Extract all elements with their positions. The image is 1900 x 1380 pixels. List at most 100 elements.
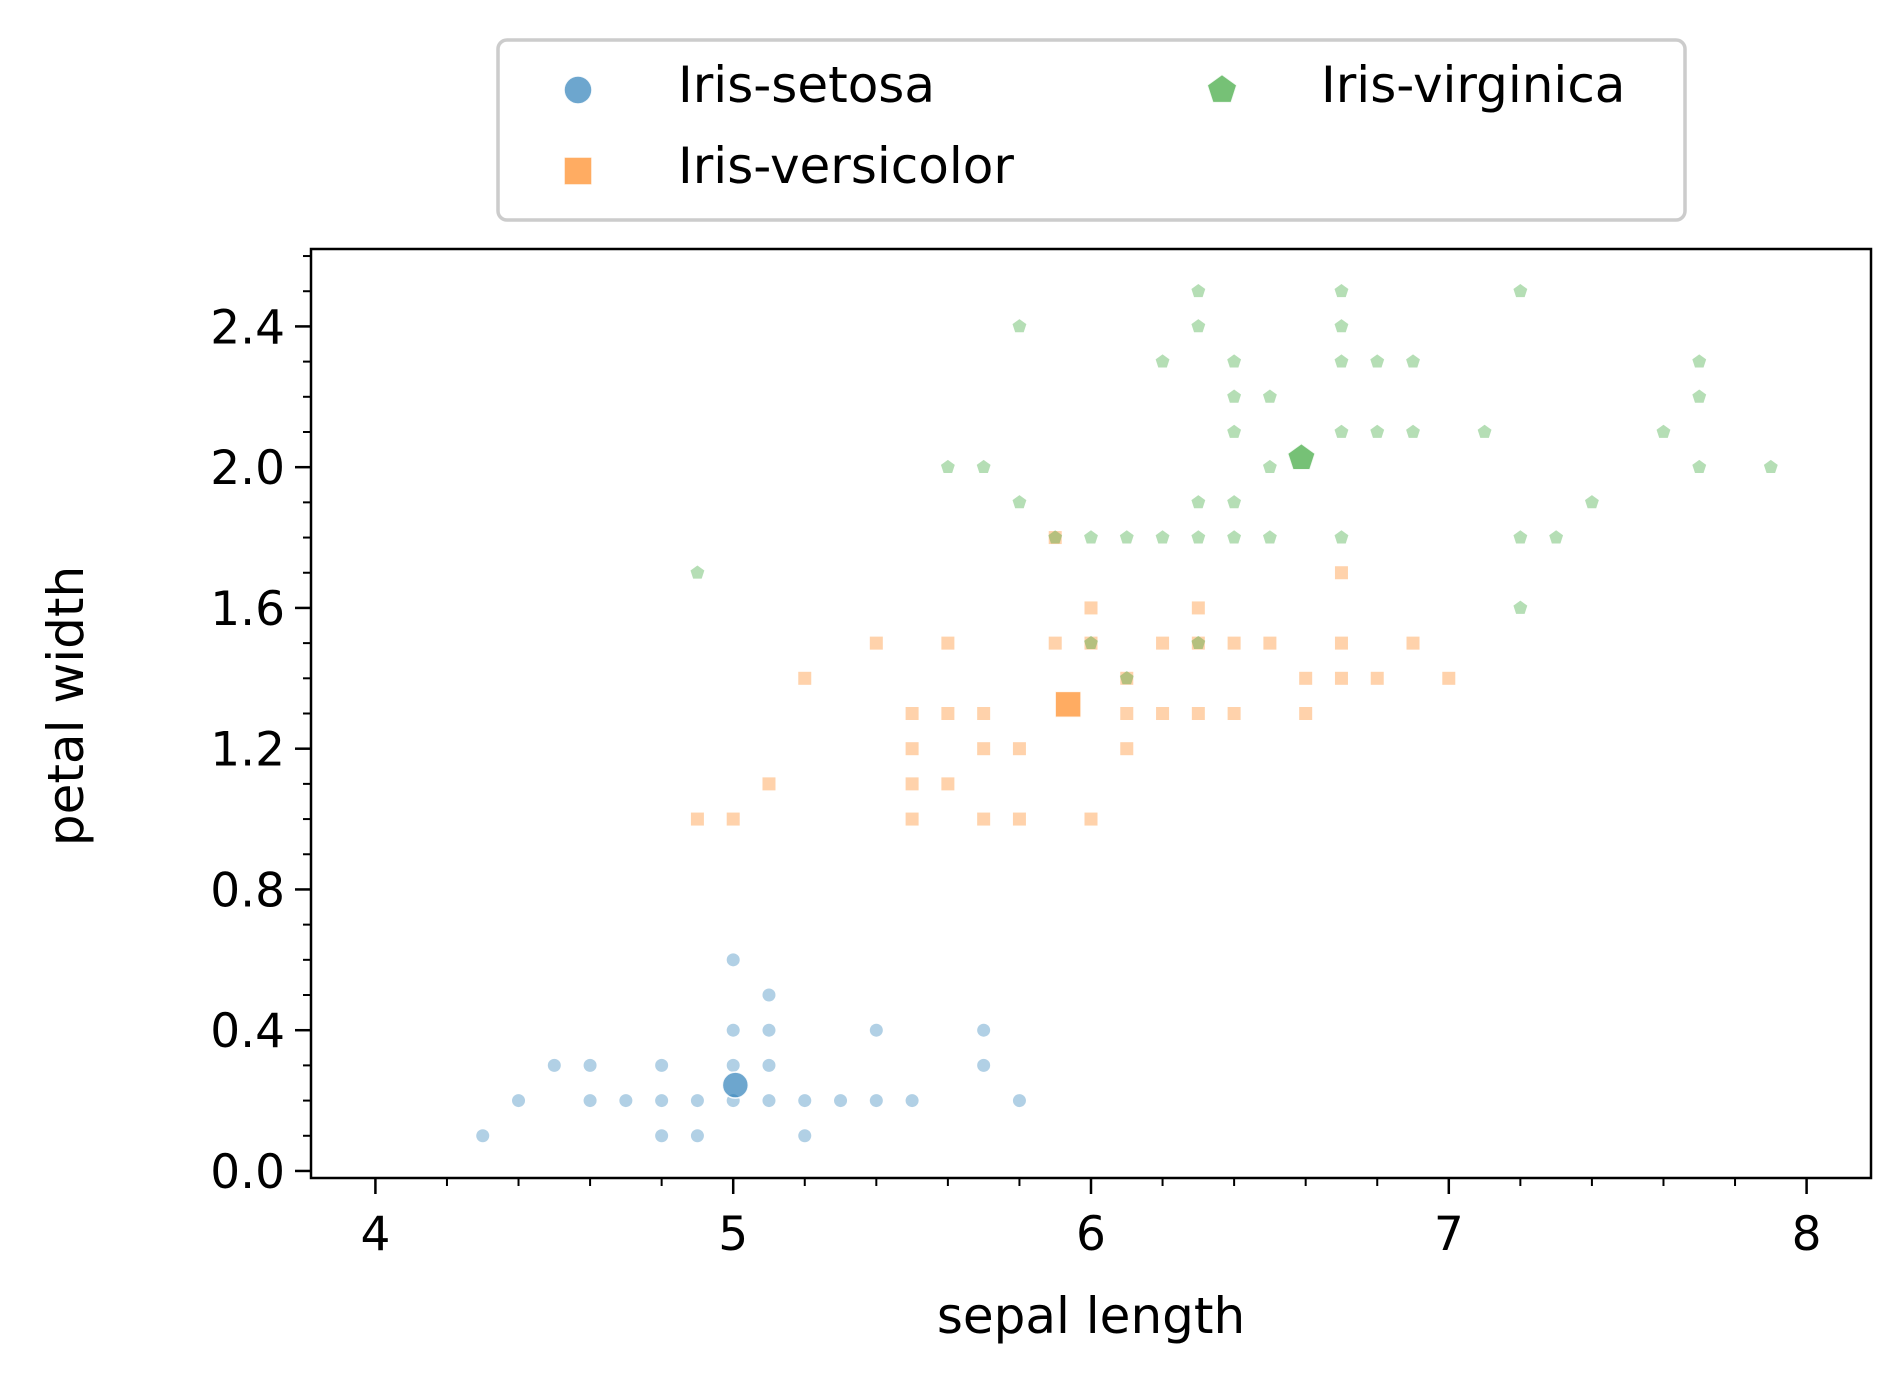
series-iris-setosa [476,953,1026,1143]
data-point [1513,283,1528,298]
centroid-marker-iris-setosa [721,1071,750,1099]
data-point [1370,671,1384,685]
y-axis-label: petal width [37,566,95,846]
legend-marker-iris-setosa [563,75,593,105]
data-point [1334,283,1349,298]
centroid-marker-iris-virginica [1286,442,1317,471]
data-point [1227,495,1242,509]
data-point [726,1058,740,1072]
plot-area [309,247,1873,1180]
data-point [1227,424,1242,438]
data-point [762,1094,776,1108]
x-tick-label: 4 [360,1207,390,1262]
data-point [690,565,705,579]
data-point [690,812,704,826]
data-point [726,1023,740,1037]
data-point [940,459,955,474]
data-point [1656,424,1671,438]
series-iris-virginica [690,283,1778,685]
data-point [1119,530,1134,544]
data-point [1191,283,1206,298]
data-point [1120,707,1134,720]
data-point [869,1023,883,1037]
legend-label-setosa: Iris-setosa [678,56,935,114]
data-point [1119,671,1134,685]
data-point [941,777,955,791]
data-point [941,636,955,650]
data-point [1262,530,1277,544]
data-point [1442,671,1456,685]
data-point [726,953,740,967]
y-tick-label: 2.4 [210,300,285,355]
data-point [1084,530,1098,544]
centroid-marker-iris-versicolor [1054,690,1082,719]
data-point [1334,671,1348,685]
data-point [762,1058,776,1072]
legend-marker-iris-versicolor [563,156,593,186]
data-point [977,1023,991,1037]
data-point [1584,495,1599,509]
data-point [941,707,955,720]
data-point [1155,530,1170,544]
data-point [655,1094,669,1108]
data-point [1227,354,1242,368]
data-point [1262,459,1277,474]
x-tick-label: 6 [1076,1207,1106,1262]
data-point [1334,354,1349,368]
data-point [1012,319,1027,333]
x-axis: 4 5 6 7 8 [360,1178,1822,1262]
data-point [1406,354,1420,368]
data-point [1012,812,1026,826]
data-point [762,1023,776,1037]
data-point [1692,354,1707,368]
legend-frame [496,38,1687,222]
data-point [798,671,812,685]
legend: Iris-setosa Iris-versicolor Iris-virgini… [496,38,1687,222]
data-point [583,1094,597,1108]
y-tick-label: 2.0 [210,441,285,496]
data-point [1227,530,1242,544]
y-tick-label: 1.6 [210,582,285,637]
data-point [1334,566,1348,580]
data-point [762,988,776,1002]
data-point [1191,601,1205,615]
data-point [1334,530,1349,544]
data-point [1334,636,1348,650]
data-point [905,777,919,791]
data-point [690,1129,704,1143]
data-point [1262,389,1277,403]
legend-label-versicolor: Iris-versicolor [678,137,1014,195]
data-point [1048,636,1062,650]
data-point [583,1058,597,1072]
data-point [1084,601,1098,615]
data-point [869,636,883,650]
data-points [476,283,1778,1143]
data-point [1763,459,1778,474]
data-point [1012,742,1026,756]
data-point [1299,707,1313,720]
data-point [976,459,991,474]
y-tick-label: 0.4 [210,1004,285,1059]
data-point [1084,812,1098,826]
x-tick-label: 7 [1434,1207,1464,1262]
data-point [834,1094,848,1108]
data-point [869,1094,883,1108]
plot-frame [309,247,1873,1180]
x-tick-label: 8 [1792,1207,1822,1262]
data-point [1191,530,1206,544]
data-point [1012,495,1027,509]
data-point [655,1058,669,1072]
y-axis: 0.0 0.4 0.8 1.2 1.6 2.0 2.4 [210,255,311,1200]
data-point [1334,319,1349,333]
data-point [476,1129,490,1143]
data-point [977,742,991,756]
data-point [1084,635,1098,650]
data-point [977,1058,991,1072]
data-point [1334,424,1349,438]
data-point [1406,424,1420,438]
data-point [1048,531,1062,545]
data-point [1692,389,1707,403]
data-point [1370,354,1385,368]
data-point [1120,671,1134,685]
